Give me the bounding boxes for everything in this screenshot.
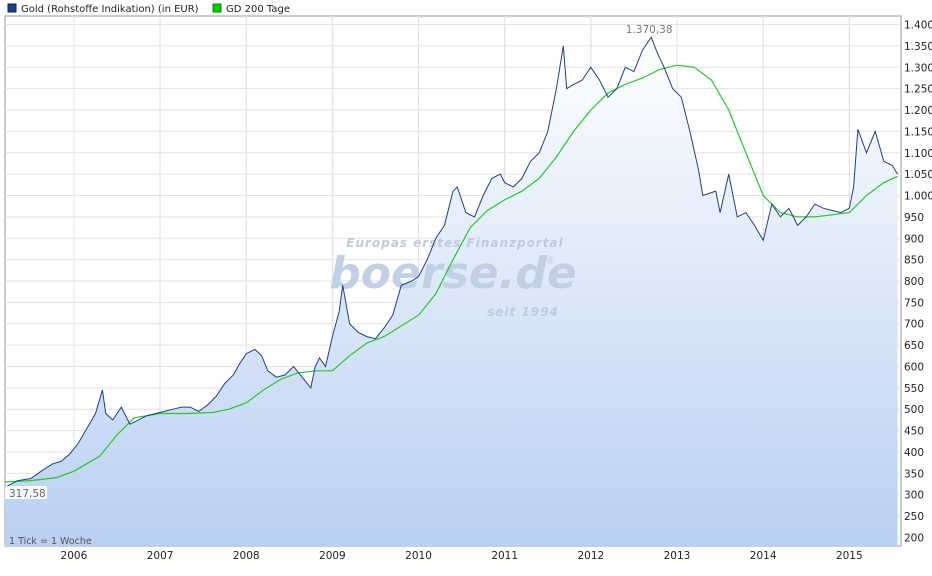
legend: Gold (Rohstoffe Indikation) (in EUR) GD …	[7, 3, 290, 15]
y-tick-label: 950	[904, 212, 924, 224]
x-tick-label: 2010	[405, 550, 432, 562]
y-tick-label: 750	[904, 297, 924, 309]
y-tick-label: 450	[904, 426, 924, 438]
y-tick-label: 700	[904, 319, 924, 331]
y-tick-label: 250	[904, 511, 924, 523]
watermark: Europas erstes Finanzportal boerse.de ® …	[329, 236, 576, 319]
y-tick-label: 1.000	[904, 191, 932, 203]
y-tick-label: 1.350	[904, 41, 932, 53]
legend-swatch-gold	[7, 3, 17, 13]
y-tick-label: 1.150	[904, 126, 932, 138]
watermark-registered: ®	[545, 254, 556, 267]
watermark-tagline: Europas erstes Finanzportal	[346, 236, 563, 250]
y-tick-label: 550	[904, 383, 924, 395]
y-tick-label: 900	[904, 233, 924, 245]
y-tick-label: 500	[904, 404, 924, 416]
y-tick-label: 1.200	[904, 105, 932, 117]
legend-swatch-gd200	[212, 3, 222, 13]
series-line-gold	[4, 36, 899, 488]
x-tick-label: 2008	[233, 550, 260, 562]
legend-label-gd200: GD 200 Tage	[226, 4, 290, 15]
y-tick-label: 1.300	[904, 62, 932, 74]
y-tick-label: 1.050	[904, 169, 932, 181]
y-tick-label: 400	[904, 447, 924, 459]
x-tick-label: 2015	[836, 550, 863, 562]
start-value-tag: 317,58	[5, 486, 47, 500]
watermark-since: seit 1994	[487, 305, 559, 319]
watermark-brand: boerse.de	[329, 248, 576, 299]
x-tick-label: 2007	[147, 550, 174, 562]
y-tick-label: 350	[904, 468, 924, 480]
x-tick-label: 2011	[491, 550, 518, 562]
start-value-bg	[5, 486, 47, 499]
x-tick-label: 2013	[664, 550, 691, 562]
gold-area-fill	[5, 37, 898, 546]
start-value-label: 317,58	[9, 488, 46, 500]
x-tick-label: 2012	[577, 550, 604, 562]
x-tick-label: 2009	[319, 550, 346, 562]
x-tick-label: 2006	[61, 550, 88, 562]
x-axis: 2006 2007 2008 2009 2010 2011 2012 2013 2014 2015	[61, 550, 863, 562]
max-value-label: 1.370,38	[626, 24, 673, 36]
y-tick-label: 850	[904, 255, 924, 267]
tick-note: 1 Tick = 1 Woche	[9, 536, 92, 547]
y-tick-label: 1.250	[904, 84, 932, 96]
y-tick-label: 650	[904, 340, 924, 352]
y-tick-label: 800	[904, 276, 924, 288]
series-line-gd200	[4, 64, 898, 483]
y-axis: 200 250 300 350 400 450 500 550 600 650 700 750 800 8…	[904, 20, 932, 545]
y-tick-label: 300	[904, 490, 924, 502]
y-tick-label: 600	[904, 361, 924, 373]
x-tick-label: 2014	[750, 550, 777, 562]
legend-label-gold: Gold (Rohstoffe Indikation) (in EUR)	[21, 4, 199, 15]
y-tick-label: 1.100	[904, 148, 932, 160]
y-tick-label: 1.400	[904, 20, 932, 32]
y-tick-label: 200	[904, 532, 924, 544]
